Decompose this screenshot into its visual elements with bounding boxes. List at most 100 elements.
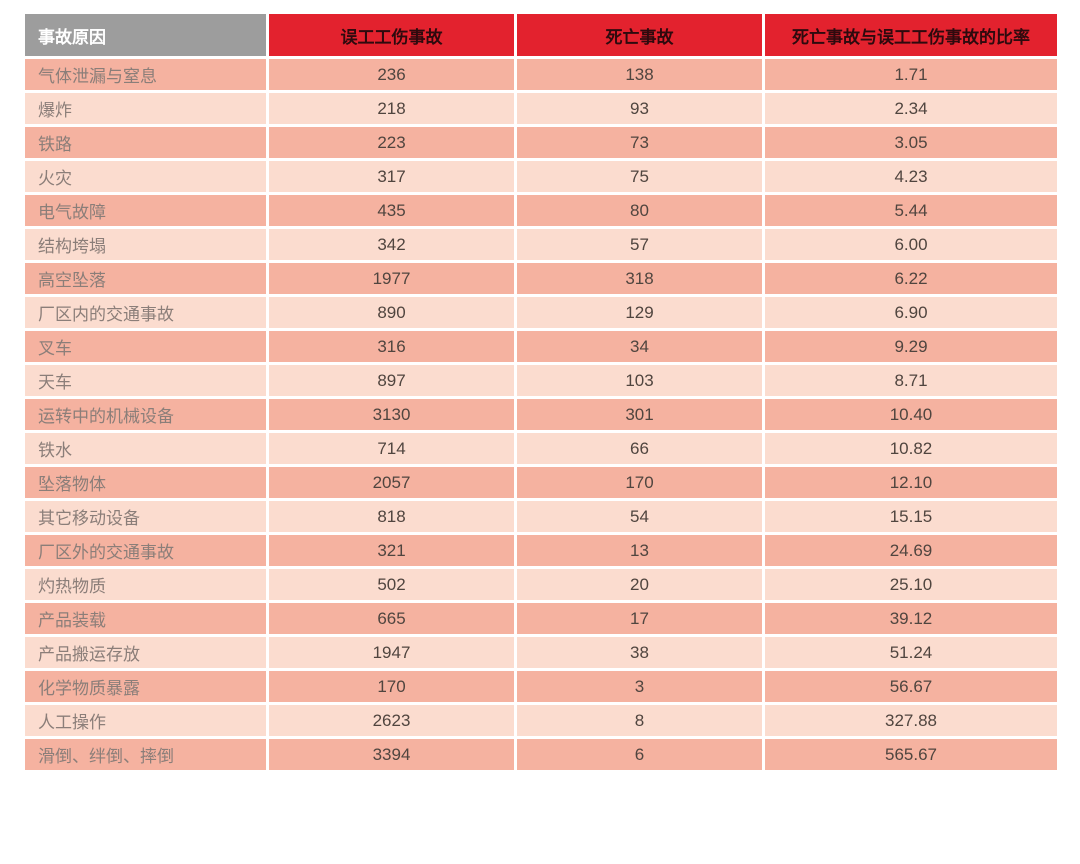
cell-ratio: 12.10 [765, 467, 1057, 498]
header-cell-cause: 事故原因 [25, 14, 266, 56]
header-cell-lost-time-injury: 误工工伤事故 [269, 14, 514, 56]
cell-cause: 电气故障 [25, 195, 266, 226]
cell-fatal: 54 [517, 501, 762, 532]
cell-fatal: 13 [517, 535, 762, 566]
cell-cause: 铁水 [25, 433, 266, 464]
table-row: 化学物质暴露 170 3 56.67 [25, 671, 1057, 702]
cell-lost-time-injury: 2623 [269, 705, 514, 736]
table-row: 气体泄漏与窒息 236 138 1.71 [25, 59, 1057, 90]
cell-lost-time-injury: 665 [269, 603, 514, 634]
cell-ratio: 25.10 [765, 569, 1057, 600]
cell-lost-time-injury: 890 [269, 297, 514, 328]
cell-cause: 产品搬运存放 [25, 637, 266, 668]
cell-ratio: 2.34 [765, 93, 1057, 124]
table-row: 其它移动设备 818 54 15.15 [25, 501, 1057, 532]
cell-fatal: 73 [517, 127, 762, 158]
cell-lost-time-injury: 897 [269, 365, 514, 396]
cell-lost-time-injury: 2057 [269, 467, 514, 498]
header-cell-fatal: 死亡事故 [517, 14, 762, 56]
cell-lost-time-injury: 3394 [269, 739, 514, 770]
cell-cause: 厂区内的交通事故 [25, 297, 266, 328]
table-row: 灼热物质 502 20 25.10 [25, 569, 1057, 600]
cell-fatal: 93 [517, 93, 762, 124]
table-row: 天车 897 103 8.71 [25, 365, 1057, 396]
cell-lost-time-injury: 170 [269, 671, 514, 702]
cell-ratio: 565.67 [765, 739, 1057, 770]
table-row: 厂区外的交通事故 321 13 24.69 [25, 535, 1057, 566]
cell-cause: 产品装载 [25, 603, 266, 634]
cell-cause: 天车 [25, 365, 266, 396]
cell-cause: 滑倒、绊倒、摔倒 [25, 739, 266, 770]
cell-fatal: 138 [517, 59, 762, 90]
cell-fatal: 38 [517, 637, 762, 668]
cell-cause: 其它移动设备 [25, 501, 266, 532]
cell-ratio: 15.15 [765, 501, 1057, 532]
cell-ratio: 6.00 [765, 229, 1057, 260]
cell-ratio: 5.44 [765, 195, 1057, 226]
accident-table: 事故原因 误工工伤事故 死亡事故 死亡事故与误工工伤事故的比率 气体泄漏与窒息 … [22, 11, 1060, 773]
cell-ratio: 8.71 [765, 365, 1057, 396]
header-row: 事故原因 误工工伤事故 死亡事故 死亡事故与误工工伤事故的比率 [25, 14, 1057, 56]
table-row: 结构垮塌 342 57 6.00 [25, 229, 1057, 260]
table-row: 坠落物体 2057 170 12.10 [25, 467, 1057, 498]
cell-fatal: 318 [517, 263, 762, 294]
cell-fatal: 66 [517, 433, 762, 464]
cell-ratio: 327.88 [765, 705, 1057, 736]
cell-cause: 叉车 [25, 331, 266, 362]
cell-lost-time-injury: 223 [269, 127, 514, 158]
cell-cause: 高空坠落 [25, 263, 266, 294]
cell-fatal: 75 [517, 161, 762, 192]
cell-ratio: 1.71 [765, 59, 1057, 90]
cell-cause: 结构垮塌 [25, 229, 266, 260]
cell-cause: 厂区外的交通事故 [25, 535, 266, 566]
cell-fatal: 57 [517, 229, 762, 260]
table-body: 气体泄漏与窒息 236 138 1.71 爆炸 218 93 2.34 铁路 2… [25, 59, 1057, 770]
cell-lost-time-injury: 3130 [269, 399, 514, 430]
cell-cause: 人工操作 [25, 705, 266, 736]
cell-fatal: 8 [517, 705, 762, 736]
table-row: 人工操作 2623 8 327.88 [25, 705, 1057, 736]
cell-lost-time-injury: 317 [269, 161, 514, 192]
cell-ratio: 10.82 [765, 433, 1057, 464]
table-row: 产品装载 665 17 39.12 [25, 603, 1057, 634]
table-row: 电气故障 435 80 5.44 [25, 195, 1057, 226]
cell-lost-time-injury: 316 [269, 331, 514, 362]
table-row: 运转中的机械设备 3130 301 10.40 [25, 399, 1057, 430]
cell-lost-time-injury: 502 [269, 569, 514, 600]
cell-fatal: 301 [517, 399, 762, 430]
cell-ratio: 6.22 [765, 263, 1057, 294]
table-row: 爆炸 218 93 2.34 [25, 93, 1057, 124]
cell-fatal: 17 [517, 603, 762, 634]
cell-fatal: 80 [517, 195, 762, 226]
cell-lost-time-injury: 435 [269, 195, 514, 226]
cell-ratio: 51.24 [765, 637, 1057, 668]
cell-ratio: 6.90 [765, 297, 1057, 328]
cell-fatal: 3 [517, 671, 762, 702]
cell-cause: 气体泄漏与窒息 [25, 59, 266, 90]
cell-lost-time-injury: 1977 [269, 263, 514, 294]
cell-fatal: 34 [517, 331, 762, 362]
cell-lost-time-injury: 321 [269, 535, 514, 566]
table-row: 叉车 316 34 9.29 [25, 331, 1057, 362]
table-row: 火灾 317 75 4.23 [25, 161, 1057, 192]
cell-ratio: 3.05 [765, 127, 1057, 158]
cell-lost-time-injury: 1947 [269, 637, 514, 668]
cell-cause: 化学物质暴露 [25, 671, 266, 702]
table-row: 滑倒、绊倒、摔倒 3394 6 565.67 [25, 739, 1057, 770]
cell-lost-time-injury: 342 [269, 229, 514, 260]
cell-cause: 坠落物体 [25, 467, 266, 498]
cell-ratio: 10.40 [765, 399, 1057, 430]
cell-fatal: 103 [517, 365, 762, 396]
cell-fatal: 170 [517, 467, 762, 498]
cell-cause: 灼热物质 [25, 569, 266, 600]
table-header: 事故原因 误工工伤事故 死亡事故 死亡事故与误工工伤事故的比率 [25, 14, 1057, 56]
cell-ratio: 56.67 [765, 671, 1057, 702]
table-row: 高空坠落 1977 318 6.22 [25, 263, 1057, 294]
cell-ratio: 39.12 [765, 603, 1057, 634]
cell-fatal: 20 [517, 569, 762, 600]
cell-fatal: 129 [517, 297, 762, 328]
cell-cause: 运转中的机械设备 [25, 399, 266, 430]
table-row: 铁路 223 73 3.05 [25, 127, 1057, 158]
cell-cause: 火灾 [25, 161, 266, 192]
